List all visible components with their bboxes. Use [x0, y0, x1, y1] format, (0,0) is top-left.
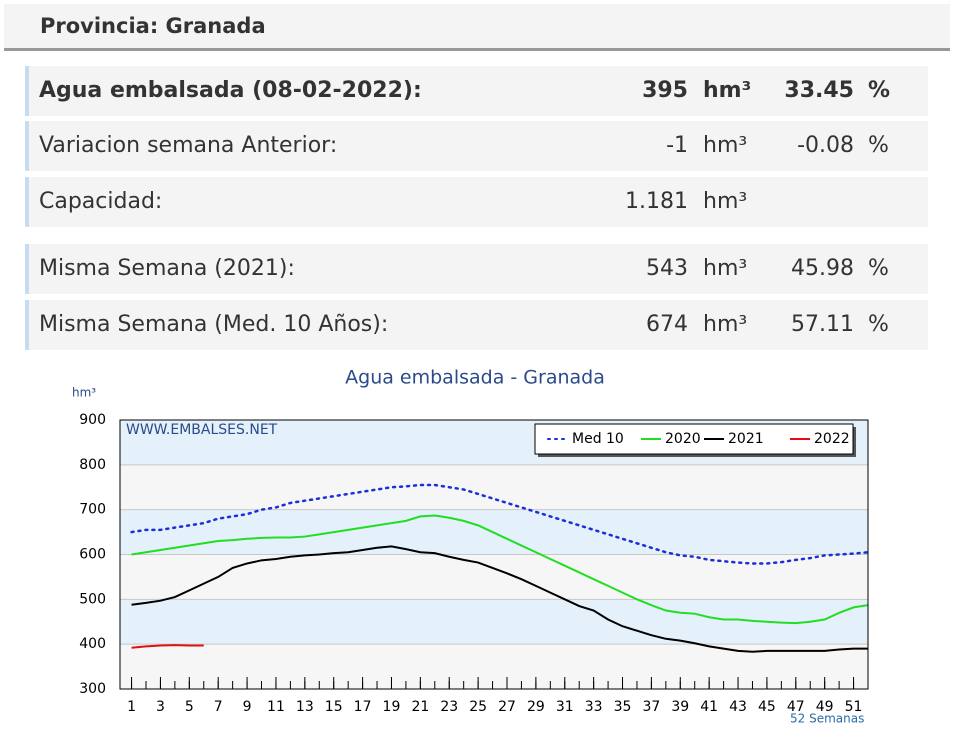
cell: 57.11: [791, 312, 854, 337]
cell: 1.181: [625, 189, 688, 214]
cell: %: [868, 78, 891, 103]
cell: Agua embalsada (08-02-2022):: [39, 78, 422, 103]
x-tick-label: 11: [267, 699, 285, 715]
x-tick-label: 13: [296, 699, 314, 715]
table-row: Variacion semana Anterior: -1 hm³ -0.08%: [25, 121, 928, 171]
x-tick-label: 19: [383, 699, 401, 715]
x-tick-label: 43: [729, 699, 747, 715]
cell: 395: [642, 78, 688, 103]
x-tick-label: 21: [411, 699, 429, 715]
x-tick-label: 51: [845, 699, 863, 715]
y-tick-label: 800: [79, 457, 106, 473]
x-tick-label: 1: [127, 699, 136, 715]
legend-label: 2020: [665, 431, 701, 447]
cell: Variacion semana Anterior:: [39, 133, 338, 158]
header-title: Provincia: Granada: [40, 14, 266, 38]
cell: -0.08: [797, 133, 854, 158]
plot-frame: [119, 419, 869, 690]
watermark: WWW.EMBALSES.NET: [126, 422, 278, 438]
series-line: [131, 644, 204, 649]
cell: %: [868, 312, 889, 337]
y-tick-label: 700: [79, 502, 106, 518]
chart: Agua embalsada - Granada hm³ 52 Semanas …: [72, 367, 870, 726]
x-tick-label: 7: [214, 699, 223, 715]
x-axis-label: 52 Semanas: [790, 712, 864, 726]
cell: hm³: [703, 256, 748, 281]
legend-label: Med 10: [572, 431, 624, 447]
x-tick-label: 3: [156, 699, 165, 715]
x-tick-label: 29: [527, 699, 545, 715]
band: [120, 599, 868, 645]
cell: 543: [646, 256, 688, 281]
x-tick-label: 23: [440, 699, 458, 715]
y-tick-label: 500: [79, 591, 106, 607]
series-line: [130, 483, 870, 565]
band: [120, 464, 868, 510]
cell: hm³: [703, 189, 748, 214]
legend-label: 2022: [814, 431, 850, 447]
y-tick-label: 900: [79, 412, 106, 428]
cell: 674: [646, 312, 688, 337]
band: [120, 554, 868, 600]
chart-title: Agua embalsada - Granada: [345, 367, 605, 389]
x-tick-label: 5: [185, 699, 194, 715]
x-tick-label: 45: [758, 699, 776, 715]
table-row: Misma Semana (Med. 10 Años): 674 hm³ 57.11%: [25, 300, 928, 350]
x-tick-label: 41: [700, 699, 718, 715]
x-tick-label: 47: [787, 699, 805, 715]
header: Provincia: Granada: [4, 4, 950, 51]
cell: hm³: [703, 133, 748, 158]
x-tick-label: 25: [469, 699, 487, 715]
y-axis-label: hm³: [72, 386, 96, 400]
cell: 45.98: [791, 256, 854, 281]
cell: 33.45: [784, 78, 854, 103]
y-tick-label: 300: [79, 681, 106, 697]
x-tick-label: 17: [354, 699, 372, 715]
cell: -1: [666, 133, 688, 158]
cell: Capacidad:: [39, 189, 163, 214]
y-tick-label: 600: [79, 547, 106, 563]
x-tick-label: 31: [556, 699, 574, 715]
table-row: Agua embalsada (08-02-2022): 395 hm³ 33.45%: [25, 66, 928, 116]
x-tick-label: 9: [243, 699, 252, 715]
series-line: [131, 514, 869, 625]
x-tick-label: 27: [498, 699, 516, 715]
x-tick-label: 49: [816, 699, 834, 715]
cell: Misma Semana (Med. 10 Años):: [39, 312, 389, 337]
series-line: [131, 545, 868, 653]
cell: Misma Semana (2021):: [39, 256, 295, 281]
table-row: Misma Semana (2021): 543 hm³ 45.98%: [25, 244, 928, 294]
cell: hm³: [703, 312, 748, 337]
x-tick-label: 39: [671, 699, 689, 715]
cell: %: [868, 133, 889, 158]
cell: hm³: [703, 78, 752, 103]
x-tick-label: 37: [642, 699, 660, 715]
y-tick-label: 400: [79, 636, 106, 652]
cell: %: [868, 256, 889, 281]
x-tick-label: 35: [614, 699, 632, 715]
legend-label: 2021: [728, 431, 764, 447]
x-tick-label: 15: [325, 699, 343, 715]
x-tick-label: 33: [585, 699, 603, 715]
table-row: Capacidad: 1.181 hm³: [25, 177, 928, 227]
